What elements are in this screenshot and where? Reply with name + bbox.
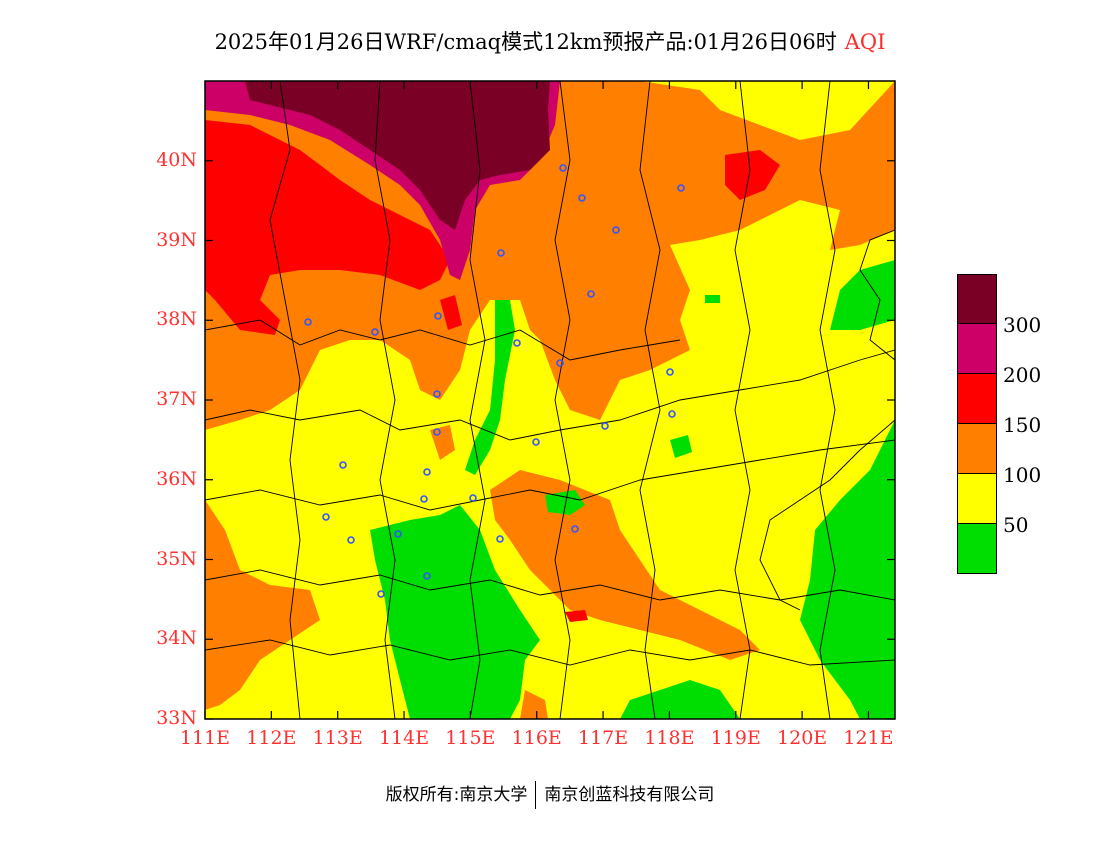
- city-marker: [469, 494, 477, 502]
- axis-ticks: [204, 81, 895, 720]
- aqi-region-green-ne: [830, 260, 895, 330]
- city-marker: [420, 495, 428, 503]
- aqi-region-orange-south: [490, 470, 760, 660]
- city-markers: [304, 164, 685, 598]
- city-marker: [304, 318, 312, 326]
- lat-tick-label: 40N: [156, 148, 197, 171]
- boundary-lines: [205, 81, 895, 719]
- city-marker: [423, 468, 431, 476]
- aqi-region-green-se: [620, 680, 740, 719]
- lat-tick-label: 38N: [156, 308, 197, 331]
- city-marker: [677, 184, 685, 192]
- lon-tick-label: 120E: [777, 727, 828, 749]
- city-marker: [423, 572, 431, 580]
- aqi-region-green-small: [545, 490, 585, 515]
- legend-label: 100: [1003, 463, 1042, 487]
- legend-swatch: [957, 524, 997, 574]
- lon-tick-label: 117E: [577, 727, 629, 749]
- aqi-region-green-east: [800, 420, 895, 719]
- city-marker: [612, 226, 620, 234]
- city-marker: [434, 312, 442, 320]
- city-marker: [394, 530, 402, 538]
- lat-tick-label: 35N: [156, 547, 197, 570]
- aqi-region-red-small: [565, 610, 588, 622]
- legend-label: 150: [1003, 413, 1042, 437]
- city-marker: [322, 513, 330, 521]
- lat-tick-label: 33N: [156, 707, 197, 729]
- footer-separator: [535, 781, 537, 809]
- aqi-region-green-strip: [465, 300, 515, 475]
- lat-tick-label: 36N: [156, 467, 197, 490]
- footer-left: 版权所有:南京大学: [385, 785, 528, 805]
- legend-swatch: [957, 424, 997, 474]
- city-marker: [497, 249, 505, 257]
- aqi-region-orange-small: [520, 690, 548, 719]
- city-marker: [496, 535, 504, 543]
- lat-tick-label: 34N: [156, 627, 197, 650]
- city-marker: [377, 590, 385, 598]
- city-marker: [513, 339, 521, 347]
- city-marker: [433, 428, 441, 436]
- aqi-region-red-mid: [440, 295, 462, 330]
- city-marker: [601, 422, 609, 430]
- legend-swatch: [957, 374, 997, 424]
- aqi-region-red-nw: [205, 120, 450, 335]
- city-marker: [433, 390, 441, 398]
- city-marker: [556, 359, 564, 367]
- chart-title: 2025年01月26日WRF/cmaq模式12km预报产品:01月26日06时 A…: [0, 26, 1100, 56]
- legend-label: 200: [1003, 363, 1042, 387]
- city-marker: [666, 368, 674, 376]
- city-marker: [578, 194, 586, 202]
- legend-swatch: [957, 274, 997, 324]
- legend-label: 300: [1003, 313, 1042, 337]
- variable-label: AQI: [844, 30, 886, 54]
- aqi-region-green-small3: [705, 295, 720, 303]
- lat-tick-label: 39N: [156, 228, 197, 251]
- lat-tick-label: 37N: [156, 388, 197, 410]
- lon-tick-label: 114E: [378, 727, 430, 749]
- city-marker: [668, 410, 676, 418]
- city-marker: [371, 328, 379, 336]
- city-marker: [571, 525, 579, 533]
- lon-tick-label: 115E: [445, 727, 496, 749]
- city-marker: [559, 164, 567, 172]
- legend-swatch: [957, 324, 997, 374]
- lon-tick-label: 121E: [843, 727, 894, 749]
- copyright-footer: 版权所有:南京大学 南京创蓝科技有限公司: [0, 780, 1100, 809]
- aqi-region-green-small2: [670, 435, 692, 458]
- lon-tick-label: 111E: [179, 727, 231, 749]
- lon-tick-label: 116E: [511, 727, 562, 749]
- aqi-region-orange-small2: [430, 425, 455, 460]
- lon-tick-label: 112E: [246, 727, 297, 749]
- aqi-region-red-ne: [725, 150, 780, 200]
- aqi-region-orange-sw: [205, 500, 320, 710]
- legend-label: 50: [1003, 513, 1029, 537]
- map-field: [205, 81, 895, 719]
- footer-right: 南京创蓝科技有限公司: [544, 785, 715, 805]
- aqi-region-green-central: [370, 505, 540, 719]
- title-text: 2025年01月26日WRF/cmaq模式12km预报产品:01月26日06时: [214, 30, 837, 54]
- lon-tick-label: 118E: [644, 727, 695, 749]
- city-marker: [532, 438, 540, 446]
- legend-swatch: [957, 474, 997, 524]
- lon-tick-label: 113E: [312, 727, 363, 749]
- city-marker: [587, 290, 595, 298]
- city-marker: [339, 461, 347, 469]
- city-marker: [347, 536, 355, 544]
- legend: [957, 274, 997, 574]
- lon-tick-label: 119E: [710, 727, 761, 749]
